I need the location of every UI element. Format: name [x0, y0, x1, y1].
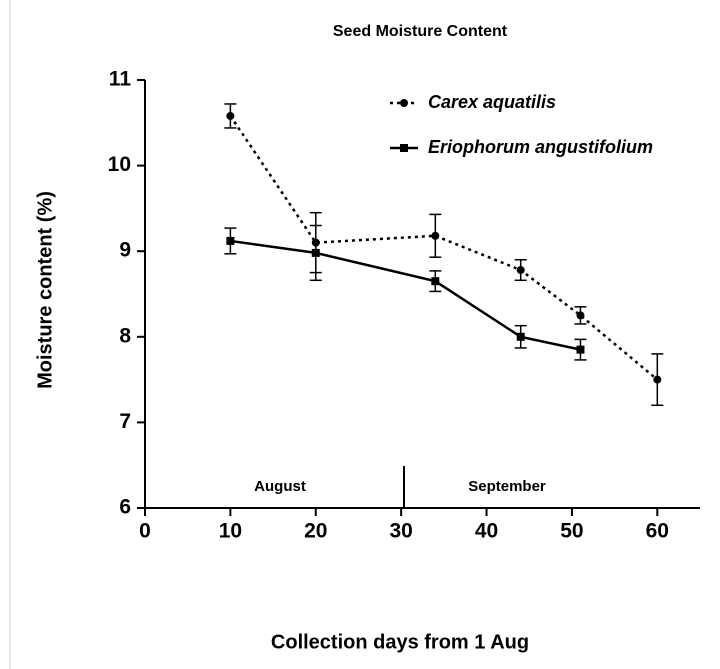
x-tick-label: 60: [646, 520, 669, 543]
marker: [311, 248, 320, 257]
y-tick-label: 8: [119, 324, 131, 347]
y-tick-label: 10: [108, 153, 131, 176]
legend-label: Eriophorum angustifolium: [428, 137, 653, 157]
marker: [516, 332, 525, 341]
marker: [576, 311, 585, 320]
annotation: August: [254, 478, 306, 495]
annotation: September: [468, 478, 546, 495]
marker: [576, 345, 585, 354]
y-tick-label: 9: [119, 239, 131, 262]
x-tick-label: 0: [139, 520, 151, 543]
x-tick-label: 30: [389, 520, 412, 543]
marker: [431, 231, 440, 240]
legend-label: Carex aquatilis: [428, 92, 556, 112]
y-tick-label: 6: [119, 496, 131, 519]
x-tick-label: 40: [475, 520, 498, 543]
x-axis-label: Collection days from 1 Aug: [271, 631, 529, 653]
marker: [226, 111, 235, 120]
marker: [226, 236, 235, 245]
marker: [431, 277, 440, 286]
x-tick-label: 50: [560, 520, 583, 543]
series-line: [229, 115, 659, 381]
x-tick-label: 20: [304, 520, 327, 543]
x-tick-label: 10: [219, 520, 242, 543]
legend-marker: [400, 144, 408, 152]
y-tick-label: 11: [109, 68, 132, 91]
y-tick-label: 7: [119, 410, 131, 433]
marker: [516, 266, 525, 275]
marker: [653, 375, 662, 384]
legend-marker: [400, 99, 408, 107]
chart-title: Seed Moisture Content: [333, 23, 508, 40]
y-axis-label: Moisture content (%): [34, 191, 56, 389]
series-line: [230, 239, 581, 351]
